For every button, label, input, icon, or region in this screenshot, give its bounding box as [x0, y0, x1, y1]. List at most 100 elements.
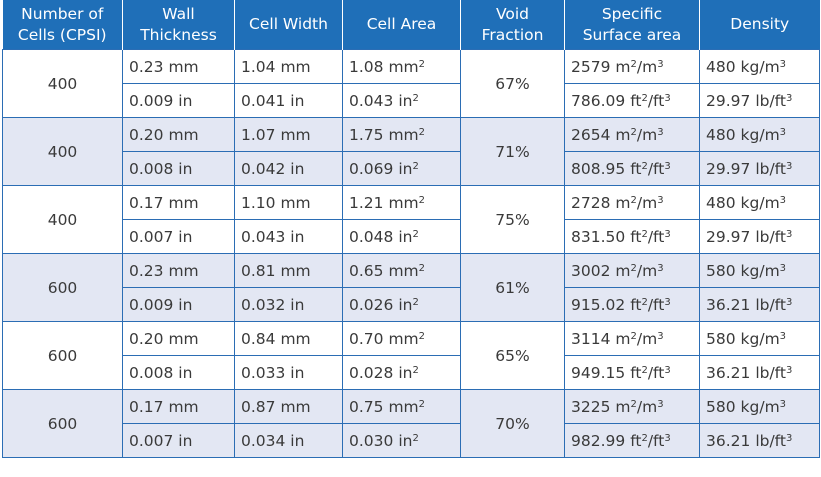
cell-width-mm: 0.84 mm: [234, 321, 343, 356]
cell-area-mm2: 1.75 mm2: [342, 117, 461, 152]
cell-width-mm: 0.87 mm: [234, 389, 343, 424]
density-metric: 580 kg/m3: [699, 253, 820, 288]
cell-area-in2: 0.043 in2: [342, 83, 461, 118]
header-cell-width: Cell Width: [234, 0, 343, 50]
wall-thickness-in: 0.008 in: [122, 355, 235, 390]
table-row-metric: 600 0.17 mm 0.87 mm 0.75 mm2 70% 3225 m2/m3 58…: [2, 389, 820, 458]
wall-thickness-mm: 0.20 mm: [122, 321, 235, 356]
surface-area-metric: 2728 m2/m3: [564, 185, 700, 220]
surface-area-imperial: 982.99 ft2/ft3: [564, 423, 700, 458]
void-fraction-value: 71%: [460, 117, 565, 186]
wall-thickness-in: 0.007 in: [122, 219, 235, 254]
density-metric: 480 kg/m3: [699, 49, 820, 84]
cell-area-in2: 0.028 in2: [342, 355, 461, 390]
header-cell-area: Cell Area: [342, 0, 461, 50]
density-imperial: 29.97 lb/ft3: [699, 219, 820, 254]
cells-cpsi-value: 400: [2, 117, 123, 186]
cell-width-in: 0.043 in: [234, 219, 343, 254]
density-imperial: 36.21 lb/ft3: [699, 287, 820, 322]
row-group: 400 0.20 mm 1.07 mm 1.75 mm2 71% 2654 m2/m3 48…: [2, 117, 820, 186]
table-row-metric: 600 0.23 mm 0.81 mm 0.65 mm2 61% 3002 m2/m3 58…: [2, 253, 820, 322]
surface-area-imperial: 808.95 ft2/ft3: [564, 151, 700, 186]
cell-area-in2: 0.026 in2: [342, 287, 461, 322]
wall-thickness-in: 0.007 in: [122, 423, 235, 458]
row-group: 600 0.23 mm 0.81 mm 0.65 mm2 61% 3002 m2/m3 58…: [2, 253, 820, 322]
surface-area-metric: 3225 m2/m3: [564, 389, 700, 424]
table-row-imperial: 0.009 in 0.032 in 0.026 in2 915.02 ft2/ft3 3…: [3, 287, 820, 322]
cell-area-in2: 0.069 in2: [342, 151, 461, 186]
row-group: 600 0.20 mm 0.84 mm 0.70 mm2 65% 3114 m2/m3 58…: [2, 321, 820, 390]
density-metric: 480 kg/m3: [699, 117, 820, 152]
void-fraction-value: 61%: [460, 253, 565, 322]
void-fraction-value: 75%: [460, 185, 565, 254]
table-row-metric: 600 0.20 mm 0.84 mm 0.70 mm2 65% 3114 m2/m3 58…: [2, 321, 820, 390]
table-row-imperial: 0.007 in 0.043 in 0.048 in2 831.50 ft2/ft3 2…: [3, 219, 820, 254]
density-imperial: 36.21 lb/ft3: [699, 423, 820, 458]
wall-thickness-mm: 0.23 mm: [122, 253, 235, 288]
header-density: Density: [699, 0, 820, 50]
table-row-metric: 400 0.20 mm 1.07 mm 1.75 mm2 71% 2654 m2/m3 48…: [2, 117, 820, 186]
surface-area-metric: 2654 m2/m3: [564, 117, 700, 152]
surface-area-metric: 2579 m2/m3: [564, 49, 700, 84]
cell-area-mm2: 1.08 mm2: [342, 49, 461, 84]
density-imperial: 29.97 lb/ft3: [699, 151, 820, 186]
table-header: Number of Cells (CPSI) Wall Thickness Cell…: [2, 0, 820, 50]
cells-cpsi-value: 600: [2, 253, 123, 322]
density-metric: 480 kg/m3: [699, 185, 820, 220]
header-void-fraction: Void Fraction: [460, 0, 565, 50]
cell-width-mm: 1.07 mm: [234, 117, 343, 152]
surface-area-metric: 3114 m2/m3: [564, 321, 700, 356]
row-group: 400 0.17 mm 1.10 mm 1.21 mm2 75% 2728 m2/m3 48…: [2, 185, 820, 254]
cell-width-in: 0.034 in: [234, 423, 343, 458]
header-cells-cpsi: Number of Cells (CPSI): [2, 0, 123, 50]
surface-area-imperial: 915.02 ft2/ft3: [564, 287, 700, 322]
table-row-metric: 400 0.17 mm 1.10 mm 1.21 mm2 75% 2728 m2/m3 48…: [2, 185, 820, 254]
cell-area-mm2: 0.70 mm2: [342, 321, 461, 356]
cell-width-mm: 1.10 mm: [234, 185, 343, 220]
wall-thickness-in: 0.009 in: [122, 83, 235, 118]
cell-width-in: 0.041 in: [234, 83, 343, 118]
table-row-metric: 400 0.23 mm 1.04 mm 1.08 mm2 67% 2579 m2/m3 48…: [2, 49, 820, 118]
cell-area-mm2: 0.65 mm2: [342, 253, 461, 288]
cell-area-mm2: 1.21 mm2: [342, 185, 461, 220]
row-group: 600 0.17 mm 0.87 mm 0.75 mm2 70% 3225 m2/m3 58…: [2, 389, 820, 458]
wall-thickness-mm: 0.17 mm: [122, 185, 235, 220]
cells-cpsi-value: 600: [2, 389, 123, 458]
void-fraction-value: 70%: [460, 389, 565, 458]
surface-area-imperial: 831.50 ft2/ft3: [564, 219, 700, 254]
void-fraction-value: 67%: [460, 49, 565, 118]
wall-thickness-mm: 0.17 mm: [122, 389, 235, 424]
cell-width-in: 0.042 in: [234, 151, 343, 186]
cell-width-mm: 1.04 mm: [234, 49, 343, 84]
surface-area-imperial: 786.09 ft2/ft3: [564, 83, 700, 118]
wall-thickness-mm: 0.20 mm: [122, 117, 235, 152]
cell-specifications-table: Number of Cells (CPSI) Wall Thickness Cell…: [2, 0, 820, 458]
density-imperial: 36.21 lb/ft3: [699, 355, 820, 390]
cells-cpsi-value: 400: [2, 49, 123, 118]
void-fraction-value: 65%: [460, 321, 565, 390]
cell-width-mm: 0.81 mm: [234, 253, 343, 288]
header-wall-thickness: Wall Thickness: [122, 0, 235, 50]
table-row-imperial: 0.008 in 0.042 in 0.069 in2 808.95 ft2/ft3 2…: [3, 151, 820, 186]
cell-area-mm2: 0.75 mm2: [342, 389, 461, 424]
density-imperial: 29.97 lb/ft3: [699, 83, 820, 118]
header-row: Number of Cells (CPSI) Wall Thickness Cell…: [2, 0, 820, 50]
density-metric: 580 kg/m3: [699, 321, 820, 356]
cell-area-in2: 0.048 in2: [342, 219, 461, 254]
cell-area-in2: 0.030 in2: [342, 423, 461, 458]
cell-width-in: 0.033 in: [234, 355, 343, 390]
cells-cpsi-value: 400: [2, 185, 123, 254]
table-row-imperial: 0.009 in 0.041 in 0.043 in2 786.09 ft2/ft3 2…: [3, 83, 820, 118]
wall-thickness-in: 0.009 in: [122, 287, 235, 322]
table-row-imperial: 0.008 in 0.033 in 0.028 in2 949.15 ft2/ft3 3…: [3, 355, 820, 390]
surface-area-imperial: 949.15 ft2/ft3: [564, 355, 700, 390]
header-specific-surface-area: Specific Surface area: [564, 0, 700, 50]
cell-width-in: 0.032 in: [234, 287, 343, 322]
wall-thickness-mm: 0.23 mm: [122, 49, 235, 84]
surface-area-metric: 3002 m2/m3: [564, 253, 700, 288]
wall-thickness-in: 0.008 in: [122, 151, 235, 186]
row-group: 400 0.23 mm 1.04 mm 1.08 mm2 67% 2579 m2/m3 48…: [2, 49, 820, 118]
table-row-imperial: 0.007 in 0.034 in 0.030 in2 982.99 ft2/ft3 3…: [3, 423, 820, 458]
cells-cpsi-value: 600: [2, 321, 123, 390]
density-metric: 580 kg/m3: [699, 389, 820, 424]
